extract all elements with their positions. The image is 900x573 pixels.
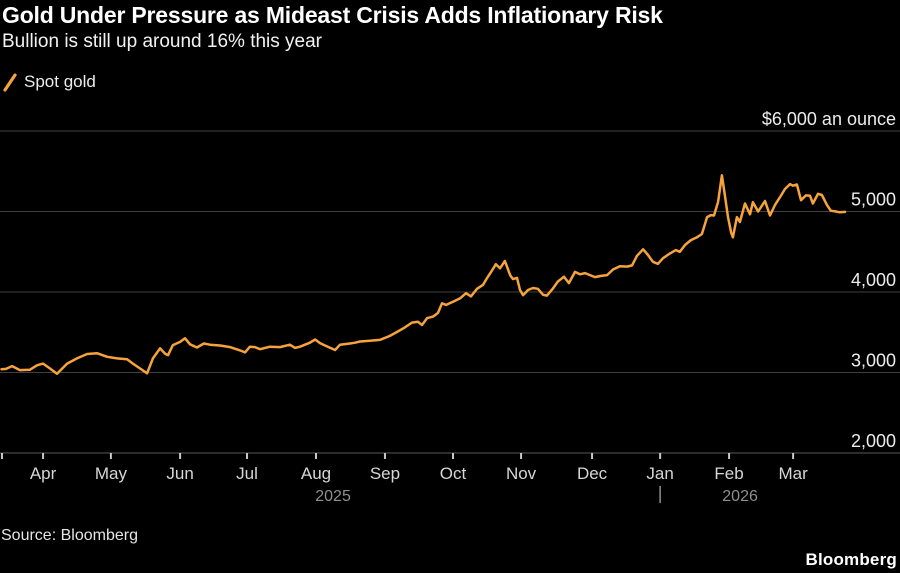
month-label: Jun — [166, 464, 193, 483]
month-label: Mar — [778, 464, 808, 483]
year-label: 2025 — [315, 488, 351, 505]
y-axis-label: 4,000 — [851, 270, 896, 290]
month-label: Jan — [646, 464, 673, 483]
spot-gold-line — [0, 174, 847, 375]
month-label: Oct — [440, 464, 467, 483]
chart-subtitle: Bullion is still up around 16% this year — [2, 31, 323, 52]
month-label: Apr — [30, 464, 57, 483]
orange-slash-icon — [2, 71, 18, 93]
source-credit: Source: Bloomberg — [1, 527, 138, 544]
chart-plot-area: $6,000 an ounce 5,000 4,000 3,000 2,000 Apr Ma… — [0, 100, 900, 512]
month-label: Nov — [506, 464, 537, 483]
y-axis-label: 5,000 — [851, 190, 896, 210]
month-label: Feb — [714, 464, 743, 483]
month-label: Jul — [236, 464, 258, 483]
bloomberg-logo: Bloomberg — [805, 550, 897, 569]
y-axis-label: $6,000 an ounce — [762, 109, 896, 129]
year-label: 2026 — [722, 488, 758, 505]
chart-title: Gold Under Pressure as Mideast Crisis Ad… — [2, 2, 663, 28]
gold-price-line-chart: $6,000 an ounce 5,000 4,000 3,000 2,000 Apr Ma… — [0, 109, 900, 505]
month-label: Dec — [577, 464, 608, 483]
legend-label: Spot gold — [24, 72, 96, 91]
y-axis-label: 3,000 — [851, 351, 896, 371]
legend: Spot gold — [2, 70, 96, 94]
month-label: Sep — [370, 464, 400, 483]
month-label: Aug — [301, 464, 331, 483]
month-label: May — [95, 464, 128, 483]
y-axis-label: 2,000 — [851, 431, 896, 451]
